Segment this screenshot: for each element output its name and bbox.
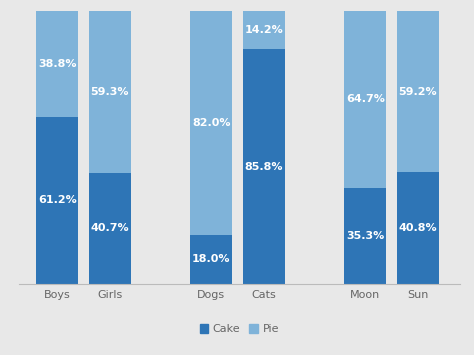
Text: 38.8%: 38.8% [38,59,77,69]
Text: 85.8%: 85.8% [245,162,283,172]
Bar [397,173,439,284]
Text: 59.2%: 59.2% [399,87,437,97]
Text: 40.7%: 40.7% [91,223,129,233]
Legend: Cake, Pie: Cake, Pie [195,320,283,339]
Bar [89,173,131,284]
Bar [397,11,439,173]
Bar [243,49,285,284]
Text: 18.0%: 18.0% [192,255,231,264]
Bar [36,117,78,284]
Bar [344,187,386,284]
Bar [36,11,78,117]
Bar [191,235,232,284]
Text: 61.2%: 61.2% [38,195,77,205]
Text: 59.3%: 59.3% [91,87,129,97]
Bar [243,11,285,49]
Bar [344,11,386,187]
Bar [191,11,232,235]
Text: 14.2%: 14.2% [245,25,283,35]
Text: 82.0%: 82.0% [192,118,231,128]
Text: 35.3%: 35.3% [346,231,384,241]
Text: 40.8%: 40.8% [399,223,437,233]
Text: 64.7%: 64.7% [346,94,385,104]
Bar [89,11,131,173]
